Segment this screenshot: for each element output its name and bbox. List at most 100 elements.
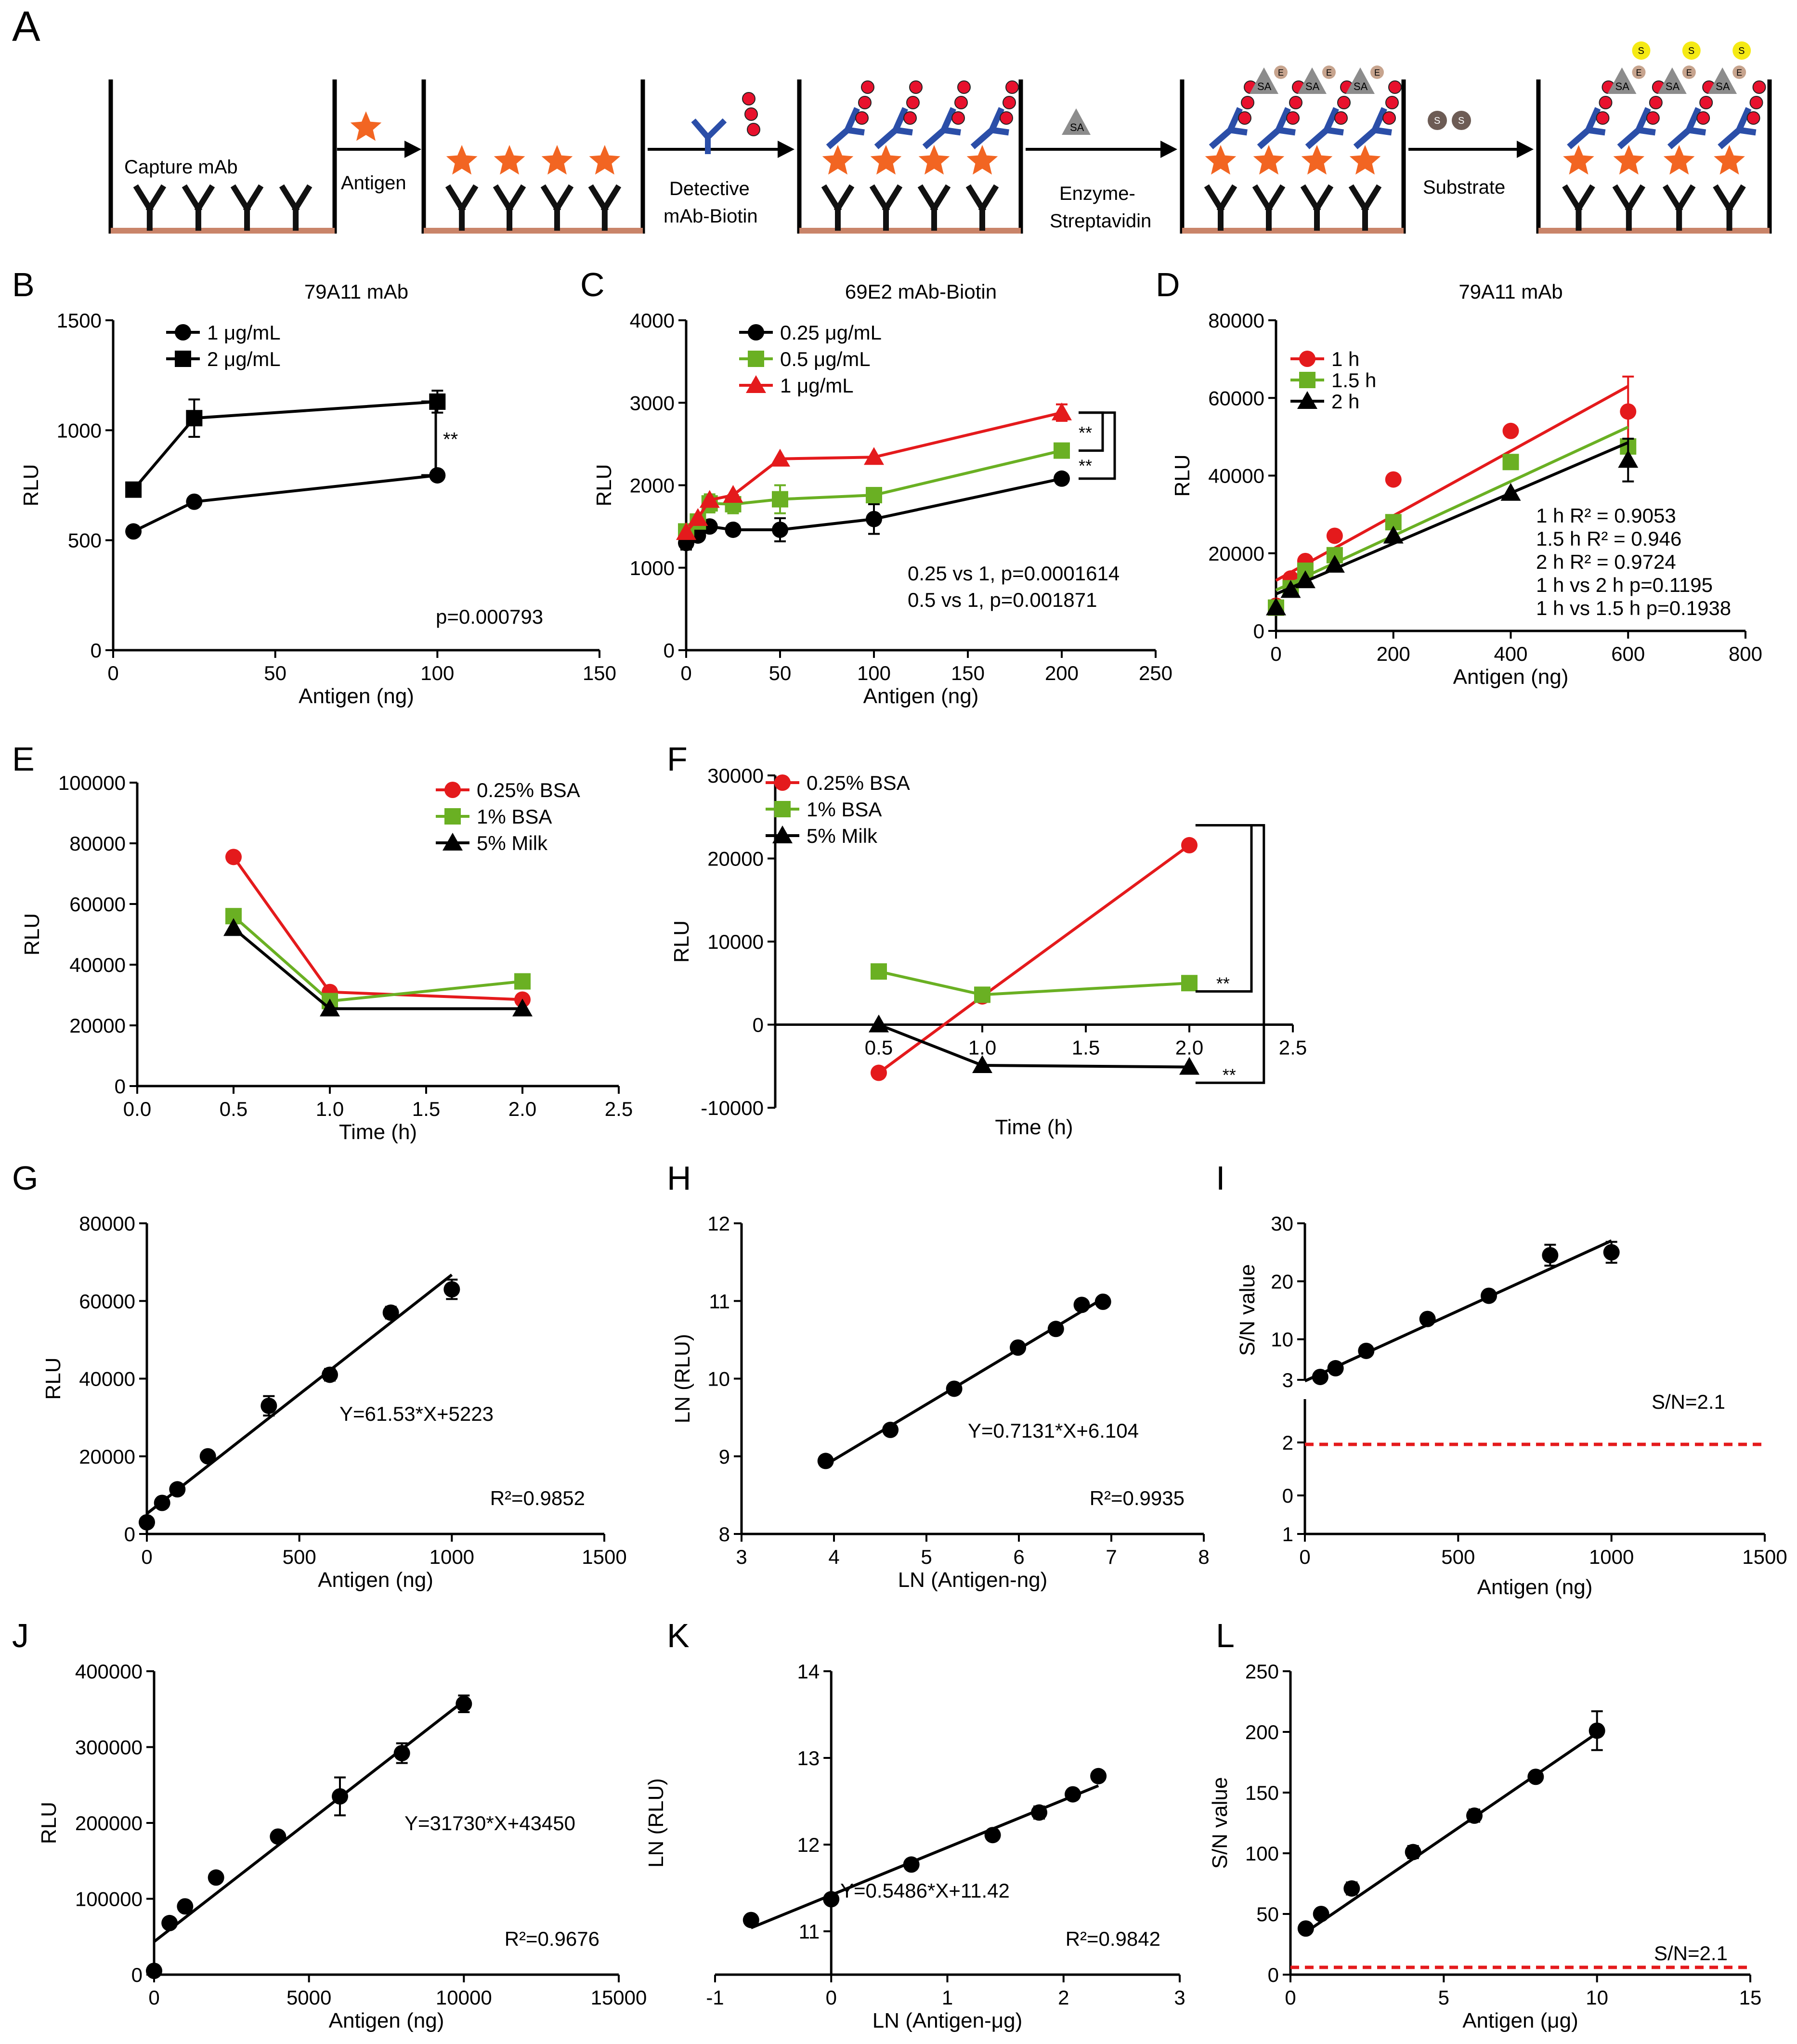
e-series-line-1 <box>233 915 523 1003</box>
g-point <box>322 1366 338 1383</box>
b-xlabel: Antigen (ng) <box>299 684 414 708</box>
f-point <box>871 963 887 980</box>
b-series-line-0 <box>132 473 438 533</box>
detective-antibody <box>1617 107 1656 149</box>
i-ytick-label: 2 <box>1282 1431 1293 1454</box>
g-xtick-label: 1000 <box>430 1546 474 1568</box>
panel-letter-c: C <box>580 266 605 303</box>
g-fit-line <box>146 1273 453 1515</box>
i-xtick-label: 1500 <box>1742 1546 1787 1568</box>
i-xtick-label: 0 <box>1299 1546 1310 1568</box>
i-point <box>1542 1247 1559 1264</box>
c-point <box>725 521 742 538</box>
c-xtick-label: 200 <box>1045 662 1079 684</box>
streptavidin-triangle <box>1657 67 1687 94</box>
biotin-dot <box>1241 96 1254 109</box>
biotin-dot <box>858 96 872 109</box>
h-xlabel: LN (Antigen-ng) <box>898 1568 1048 1592</box>
substrate-label: S <box>1738 46 1745 56</box>
g-point <box>199 1448 216 1465</box>
chart-j: 0 100000 200000 300000 400000 0 5000 10000 15000… <box>37 1660 647 2032</box>
b-sig-bracket <box>421 400 437 477</box>
b-series-line-1 <box>132 400 438 491</box>
f-legend-label: 0.25% BSA <box>807 772 910 794</box>
f-legend-label: 5% Milk <box>807 825 878 847</box>
plate-bottom-0 <box>111 228 335 234</box>
d-point <box>1295 570 1315 589</box>
k-point <box>742 1912 759 1928</box>
e-xtick-label: 2.0 <box>508 1098 536 1120</box>
h-point <box>882 1421 899 1438</box>
antigen-star <box>870 145 902 175</box>
i-point <box>1481 1287 1497 1304</box>
j-point <box>270 1828 286 1845</box>
streptavidin-triangle <box>1298 67 1327 94</box>
antigen-star <box>822 145 854 175</box>
k-xtick-label: 1 <box>942 1986 953 2009</box>
detective-reagent-biotin <box>744 107 758 121</box>
e-legend-marker <box>443 833 463 851</box>
d-xtick-label: 0 <box>1270 642 1281 665</box>
d-point <box>1620 403 1637 420</box>
e-ylabel: RLU <box>20 913 44 956</box>
i-ytick-label: 1 <box>1282 1523 1293 1546</box>
panel-letter-l: L <box>1216 1617 1235 1654</box>
biotin-dot <box>1238 111 1251 125</box>
c-sig-label-2: ** <box>1079 456 1092 476</box>
antigen-star <box>1205 145 1237 175</box>
i-ytick-label: 10 <box>1271 1328 1293 1351</box>
i-xtick-label: 1000 <box>1589 1546 1634 1568</box>
g-point <box>382 1304 399 1321</box>
b-ylabel: RLU <box>19 464 43 506</box>
c-ytick-label: 3000 <box>630 392 675 414</box>
detective-antibody <box>1209 107 1248 149</box>
label-substrate: Substrate <box>1423 177 1505 198</box>
l-point <box>1405 1844 1421 1861</box>
f-series-line-1 <box>878 970 1190 996</box>
antigen-star <box>1349 145 1381 175</box>
k-point <box>984 1827 1001 1844</box>
h-ytick-label: 11 <box>709 1290 730 1312</box>
d-ytick-label: 60000 <box>1208 387 1264 409</box>
f-ytick-label: 20000 <box>707 848 764 870</box>
biotin-dot <box>861 80 874 94</box>
g-point <box>154 1494 170 1511</box>
k-point <box>903 1856 920 1873</box>
d-point <box>1383 525 1404 544</box>
panel-letter-b: B <box>12 266 35 303</box>
detective-antibody <box>1718 107 1757 149</box>
d-annotation: 1 h vs 2 h p=0.1195 <box>1536 574 1713 596</box>
biotin-dot <box>903 111 917 125</box>
step-arrow-head-1 <box>404 141 421 158</box>
detective-antibody <box>970 107 1009 149</box>
j-xtick-label: 0 <box>148 1986 159 2009</box>
b-ytick-label: 500 <box>68 529 102 552</box>
enzyme-circle <box>1370 66 1384 79</box>
biotin-dot <box>1596 111 1610 125</box>
sa-label: SA <box>1615 80 1629 92</box>
substrate-reagent-dot <box>1452 111 1471 130</box>
f-sig-label-1: ** <box>1216 974 1230 994</box>
f-point <box>1181 975 1198 992</box>
c-sig-bracket-2 <box>1079 411 1116 480</box>
sa-label: SA <box>1716 80 1730 92</box>
detective-antibody <box>1305 107 1344 149</box>
detective-antibody <box>826 107 865 149</box>
c-annotation: 0.5 vs 1, p=0.001871 <box>908 589 1097 611</box>
d-legend-marker <box>1299 351 1315 367</box>
capture-antibody <box>1562 184 1595 231</box>
biotin-dot <box>1599 96 1613 109</box>
f-point <box>1181 837 1198 853</box>
k-xtick-label: -1 <box>706 1986 724 2009</box>
substrate-dot <box>1682 41 1701 60</box>
d-annotation: 1.5 h R² = 0.946 <box>1536 527 1681 550</box>
d-annotation: 1 h vs 1.5 h p=0.1938 <box>1536 597 1731 619</box>
h-xtick-label: 5 <box>921 1546 932 1568</box>
j-ytick-label: 100000 <box>75 1888 143 1911</box>
antigen-star <box>1663 145 1695 175</box>
streptavidin-triangle <box>1708 67 1737 94</box>
substrate-reagent-label: S <box>1434 116 1440 126</box>
h-point <box>946 1380 963 1397</box>
i-fit-line <box>1304 1239 1612 1383</box>
